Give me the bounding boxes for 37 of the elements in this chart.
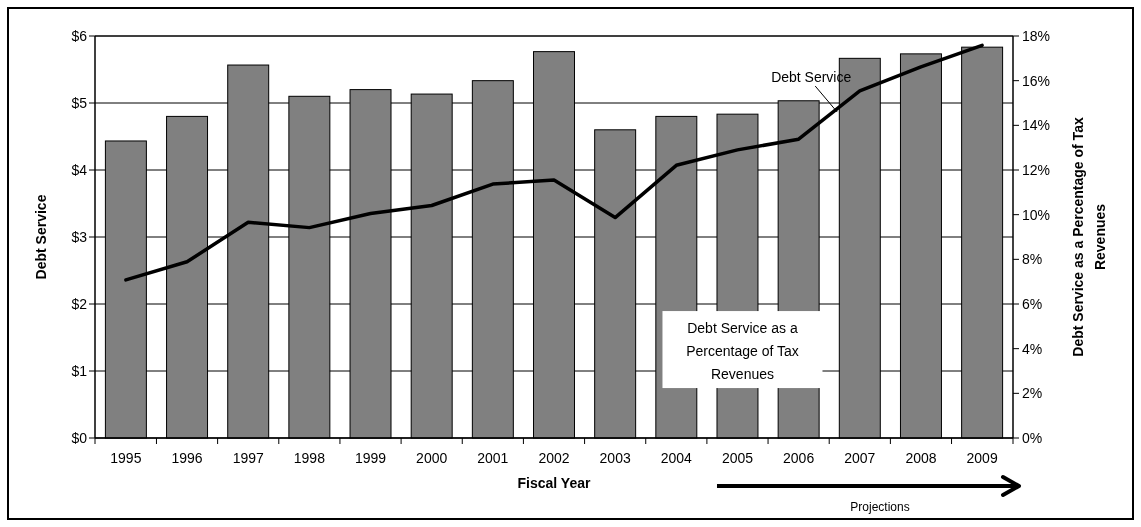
y2-tick-label: 10% bbox=[1022, 206, 1051, 223]
y2-tick-label: 8% bbox=[1022, 251, 1043, 268]
x-axis-title: Fiscal Year bbox=[517, 475, 591, 491]
y2-tick-label: 18% bbox=[1022, 27, 1051, 44]
y-tick-label: $3 bbox=[71, 228, 88, 245]
x-tick-label: 2009 bbox=[966, 450, 998, 466]
x-tick-label: 2007 bbox=[844, 450, 876, 466]
y-tick-label: $2 bbox=[71, 295, 88, 312]
y-tick-label: $6 bbox=[71, 27, 88, 44]
y-tick-label: $0 bbox=[71, 429, 88, 446]
x-tick-label: 1998 bbox=[293, 450, 326, 466]
x-tick-label: 2005 bbox=[721, 450, 754, 466]
y2-tick-label: 2% bbox=[1022, 385, 1043, 402]
x-tick-label: 1997 bbox=[232, 450, 264, 466]
y-tick-label: $5 bbox=[71, 94, 88, 111]
x-tick-label: 2006 bbox=[783, 450, 815, 466]
x-tick-label: 2003 bbox=[599, 450, 631, 466]
y2-tick-label: 0% bbox=[1022, 429, 1043, 446]
text: Projections bbox=[850, 500, 910, 514]
x-tick-label: 1996 bbox=[171, 450, 203, 466]
y-tick-label: $4 bbox=[71, 161, 88, 178]
x-tick-label: 1999 bbox=[354, 450, 387, 466]
y2-tick-label: 6% bbox=[1022, 295, 1043, 312]
y2-tick-label: 16% bbox=[1022, 72, 1051, 89]
x-tick-label: 2001 bbox=[477, 450, 509, 466]
y-axis-title: Debt Service bbox=[33, 194, 49, 280]
x-tick-label: 2002 bbox=[538, 450, 570, 466]
y2-axis-title: Debt Service as a Percentage of Tax Revenues bbox=[1070, 117, 1108, 357]
series-label: Debt Service as a Percentage of Tax Revenues bbox=[686, 320, 799, 383]
x-tick-label: 2004 bbox=[660, 450, 693, 466]
y2-tick-label: 4% bbox=[1022, 340, 1043, 357]
y-tick-label: $1 bbox=[71, 362, 88, 379]
y2-tick-label: 14% bbox=[1022, 117, 1051, 134]
y2-tick-label: 12% bbox=[1022, 161, 1051, 178]
x-tick-label: 2008 bbox=[905, 450, 937, 466]
x-tick-label: 1995 bbox=[110, 450, 142, 466]
x-tick-label: 2000 bbox=[416, 450, 448, 466]
